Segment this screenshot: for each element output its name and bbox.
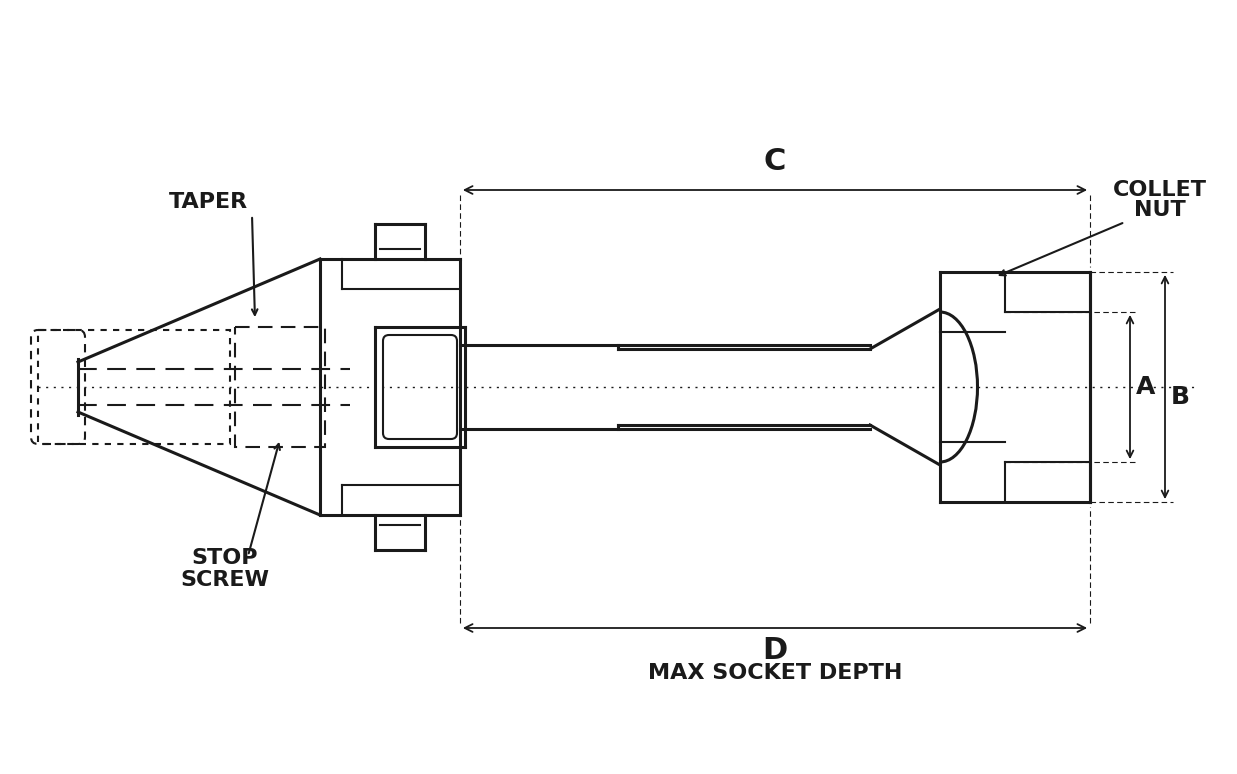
Text: TAPER: TAPER [169, 192, 247, 212]
Text: SCREW: SCREW [181, 570, 270, 590]
Text: B: B [1171, 385, 1190, 409]
Text: STOP: STOP [192, 548, 259, 568]
Text: C: C [763, 147, 787, 176]
Text: D: D [762, 636, 788, 665]
Text: MAX SOCKET DEPTH: MAX SOCKET DEPTH [648, 663, 902, 683]
Bar [235, 327, 325, 447]
Bar [38, 330, 230, 444]
Text: NUT: NUT [1134, 200, 1186, 220]
Text: A: A [1136, 375, 1155, 399]
Text: COLLET: COLLET [1113, 180, 1207, 200]
